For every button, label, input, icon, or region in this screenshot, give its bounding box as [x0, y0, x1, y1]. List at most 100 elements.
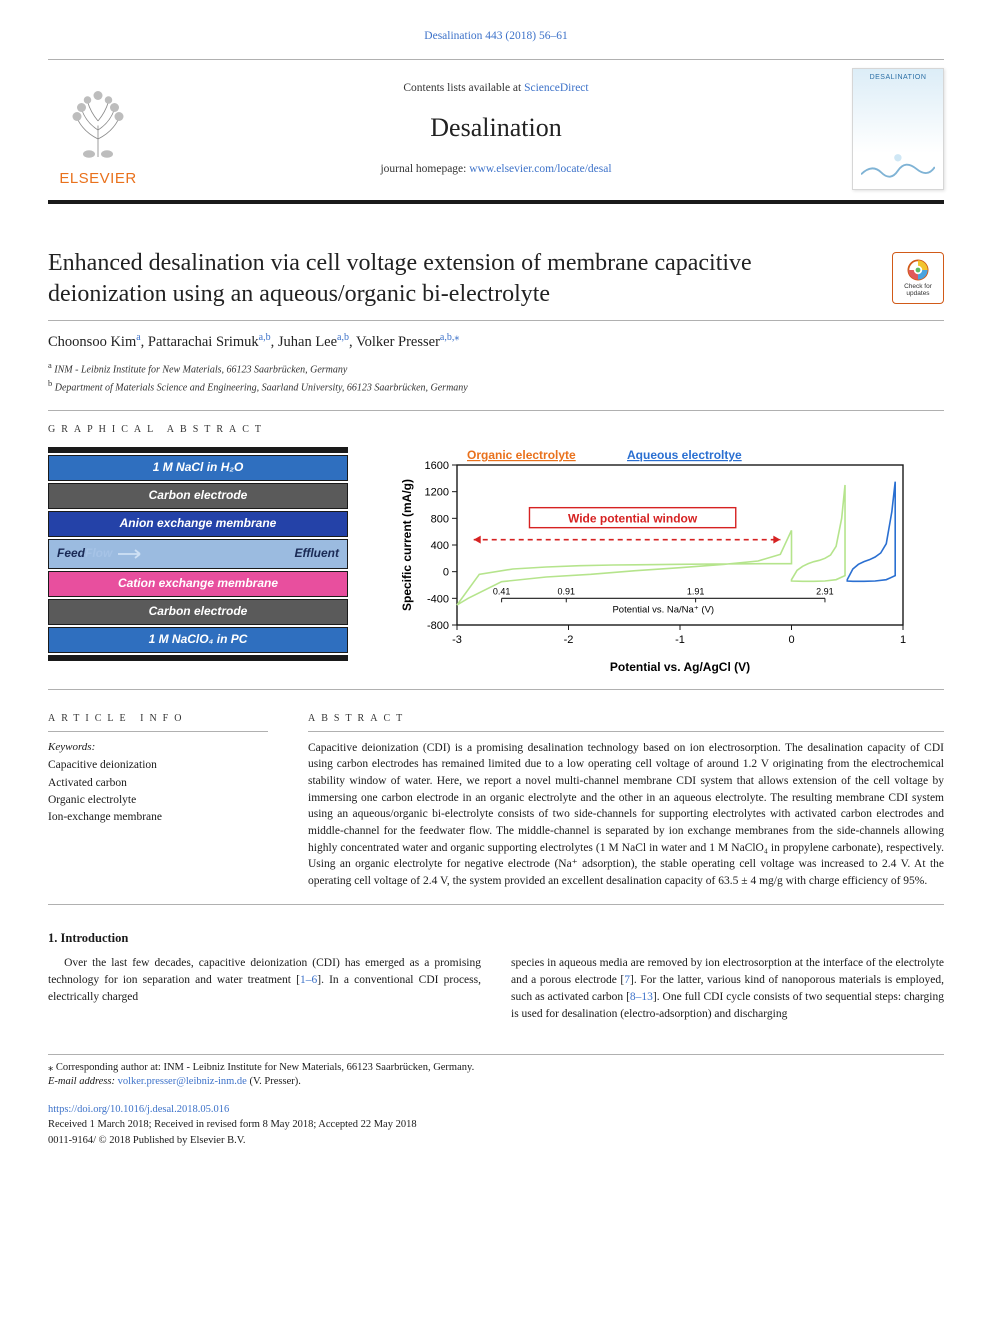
- email-suffix: (V. Presser).: [247, 1076, 301, 1087]
- homepage-prefix: journal homepage:: [380, 163, 469, 175]
- cover-title: DESALINATION: [870, 73, 927, 83]
- contents-prefix: Contents lists available at: [403, 82, 524, 94]
- journal-cover-thumb: DESALINATION: [852, 68, 944, 190]
- author-list: Choonsoo Kima, Pattarachai Srimuka,b, Ju…: [48, 331, 944, 353]
- svg-text:Potential vs. Na/Na⁺ (V): Potential vs. Na/Na⁺ (V): [612, 604, 714, 615]
- author: Juhan Leea,b: [278, 334, 349, 350]
- author: Pattarachai Srimuka,b: [148, 334, 271, 350]
- journal-header: ELSEVIER Contents lists available at Sci…: [48, 59, 944, 204]
- svg-text:-2: -2: [564, 634, 574, 646]
- author: Choonsoo Kima: [48, 334, 141, 350]
- journal-name: Desalination: [162, 109, 830, 147]
- corr-text: Corresponding author at: INM - Leibniz I…: [56, 1062, 474, 1073]
- intro-para: Over the last few decades, capacitive de…: [48, 955, 481, 1007]
- ga-aem: Anion exchange membrane: [48, 511, 348, 537]
- top-citation: Desalination 443 (2018) 56–61: [48, 28, 944, 45]
- ga-heading: GRAPHICAL ABSTRACT: [48, 423, 944, 438]
- crossmark-icon: [906, 258, 930, 282]
- ga-feed-right: Effluent: [295, 545, 339, 562]
- svg-text:Organic electrolyte: Organic electrolyte: [467, 448, 576, 462]
- ref-link[interactable]: 8–13: [630, 991, 653, 1003]
- ga-rail-top: [48, 447, 348, 453]
- abstract-col: ABSTRACT Capacitive deionization (CDI) i…: [308, 700, 944, 890]
- keywords-list: Capacitive deionizationActivated carbonO…: [48, 757, 268, 826]
- ga-flow-arrow: Flow: [85, 545, 295, 562]
- header-center: Contents lists available at ScienceDirec…: [162, 68, 830, 190]
- keywords-label: Keywords:: [48, 740, 268, 756]
- svg-text:1600: 1600: [425, 460, 449, 472]
- abstract-text: Capacitive deionization (CDI) is a promi…: [308, 740, 944, 890]
- keyword: Capacitive deionization: [48, 757, 268, 774]
- svg-text:Wide potential window: Wide potential window: [568, 512, 698, 526]
- homepage-link[interactable]: www.elsevier.com/locate/desal: [469, 163, 611, 175]
- email-label: E-mail address:: [48, 1076, 118, 1087]
- intro-para: species in aqueous media are removed by …: [511, 955, 944, 1024]
- title-row: Enhanced desalination via cell voltage e…: [48, 248, 944, 321]
- keyword: Activated carbon: [48, 775, 268, 792]
- ref-link[interactable]: 1–6: [300, 974, 317, 986]
- svg-text:0: 0: [788, 634, 794, 646]
- history-line: Received 1 March 2018; Received in revis…: [48, 1117, 944, 1132]
- svg-text:1.91: 1.91: [687, 586, 705, 596]
- svg-text:1: 1: [900, 634, 906, 646]
- svg-text:Specific current (mA/g): Specific current (mA/g): [400, 479, 414, 611]
- contents-listing: Contents lists available at ScienceDirec…: [162, 80, 830, 97]
- ga-bottom-electrolyte: 1 M NaClO₄ in PC: [48, 627, 348, 653]
- intro-body: Over the last few decades, capacitive de…: [48, 955, 944, 1024]
- elsevier-wordmark: ELSEVIER: [48, 168, 148, 190]
- keyword: Ion-exchange membrane: [48, 809, 268, 826]
- svg-text:-400: -400: [427, 593, 449, 605]
- elsevier-tree-icon: [48, 68, 148, 168]
- correspondence-footnote: ⁎ Corresponding author at: INM - Leibniz…: [48, 1054, 944, 1090]
- paper-title: Enhanced desalination via cell voltage e…: [48, 248, 876, 310]
- svg-text:-3: -3: [452, 634, 462, 646]
- svg-text:-800: -800: [427, 620, 449, 632]
- ga-carbon-bottom: Carbon electrode: [48, 599, 348, 625]
- article-info-heading: ARTICLE INFO: [48, 712, 268, 727]
- journal-homepage: journal homepage: www.elsevier.com/locat…: [162, 161, 830, 178]
- ga-feed-left: Feed: [57, 545, 85, 562]
- info-abstract-row: ARTICLE INFO Keywords: Capacitive deioni…: [48, 700, 944, 890]
- ga-cem: Cation exchange membrane: [48, 571, 348, 597]
- svg-text:Aqueous electroltye: Aqueous electroltye: [627, 448, 742, 462]
- header-right: DESALINATION: [844, 68, 944, 190]
- svg-text:1200: 1200: [425, 487, 449, 499]
- check-updates-text: Check forupdates: [904, 284, 932, 297]
- keyword: Organic electrolyte: [48, 792, 268, 809]
- affiliations: a INM - Leibniz Institute for New Materi…: [48, 359, 944, 396]
- svg-text:0: 0: [443, 567, 449, 579]
- doi-link[interactable]: https://doi.org/10.1016/j.desal.2018.05.…: [48, 1104, 229, 1115]
- article-info-col: ARTICLE INFO Keywords: Capacitive deioni…: [48, 700, 268, 890]
- svg-text:0.41: 0.41: [493, 586, 511, 596]
- ga-stack-diagram: 1 M NaCl in H₂O Carbon electrode Anion e…: [48, 447, 348, 663]
- check-updates-badge[interactable]: Check forupdates: [892, 252, 944, 304]
- intro-heading: 1. Introduction: [48, 929, 944, 947]
- graphical-abstract: 1 M NaCl in H₂O Carbon electrode Anion e…: [48, 447, 944, 675]
- rule: [48, 904, 944, 905]
- ga-rail-bottom: [48, 655, 348, 661]
- svg-text:2.91: 2.91: [816, 586, 834, 596]
- ref-link[interactable]: 7: [624, 974, 630, 986]
- svg-text:800: 800: [431, 513, 449, 525]
- ga-carbon-top: Carbon electrode: [48, 483, 348, 509]
- svg-text:0.91: 0.91: [558, 586, 576, 596]
- corr-symbol: ⁎: [48, 1062, 53, 1073]
- rule: [48, 410, 944, 411]
- rule: [48, 689, 944, 690]
- corr-email-link[interactable]: volker.presser@leibniz-inm.de: [118, 1076, 247, 1087]
- author: Volker Pressera,b,⁎: [356, 334, 459, 350]
- abstract-heading: ABSTRACT: [308, 712, 944, 727]
- affiliation: b Department of Materials Science and En…: [48, 377, 944, 395]
- ga-feed-channel: Feed Flow Effluent: [48, 539, 348, 569]
- ga-cv-chart: Organic electrolyte Aqueous electroltye -8…: [366, 447, 944, 675]
- sciencedirect-link[interactable]: ScienceDirect: [524, 82, 589, 94]
- affiliation: a INM - Leibniz Institute for New Materi…: [48, 359, 944, 377]
- copyright-line: 0011-9164/ © 2018 Published by Elsevier …: [48, 1133, 944, 1148]
- svg-text:400: 400: [431, 540, 449, 552]
- ga-top-electrolyte: 1 M NaCl in H₂O: [48, 455, 348, 481]
- svg-text:-1: -1: [675, 634, 685, 646]
- cover-wave-icon: [857, 83, 939, 185]
- svg-text:Potential vs. Ag/AgCl (V): Potential vs. Ag/AgCl (V): [610, 660, 750, 674]
- doi-line: https://doi.org/10.1016/j.desal.2018.05.…: [48, 1102, 944, 1117]
- publisher-block: ELSEVIER: [48, 68, 148, 190]
